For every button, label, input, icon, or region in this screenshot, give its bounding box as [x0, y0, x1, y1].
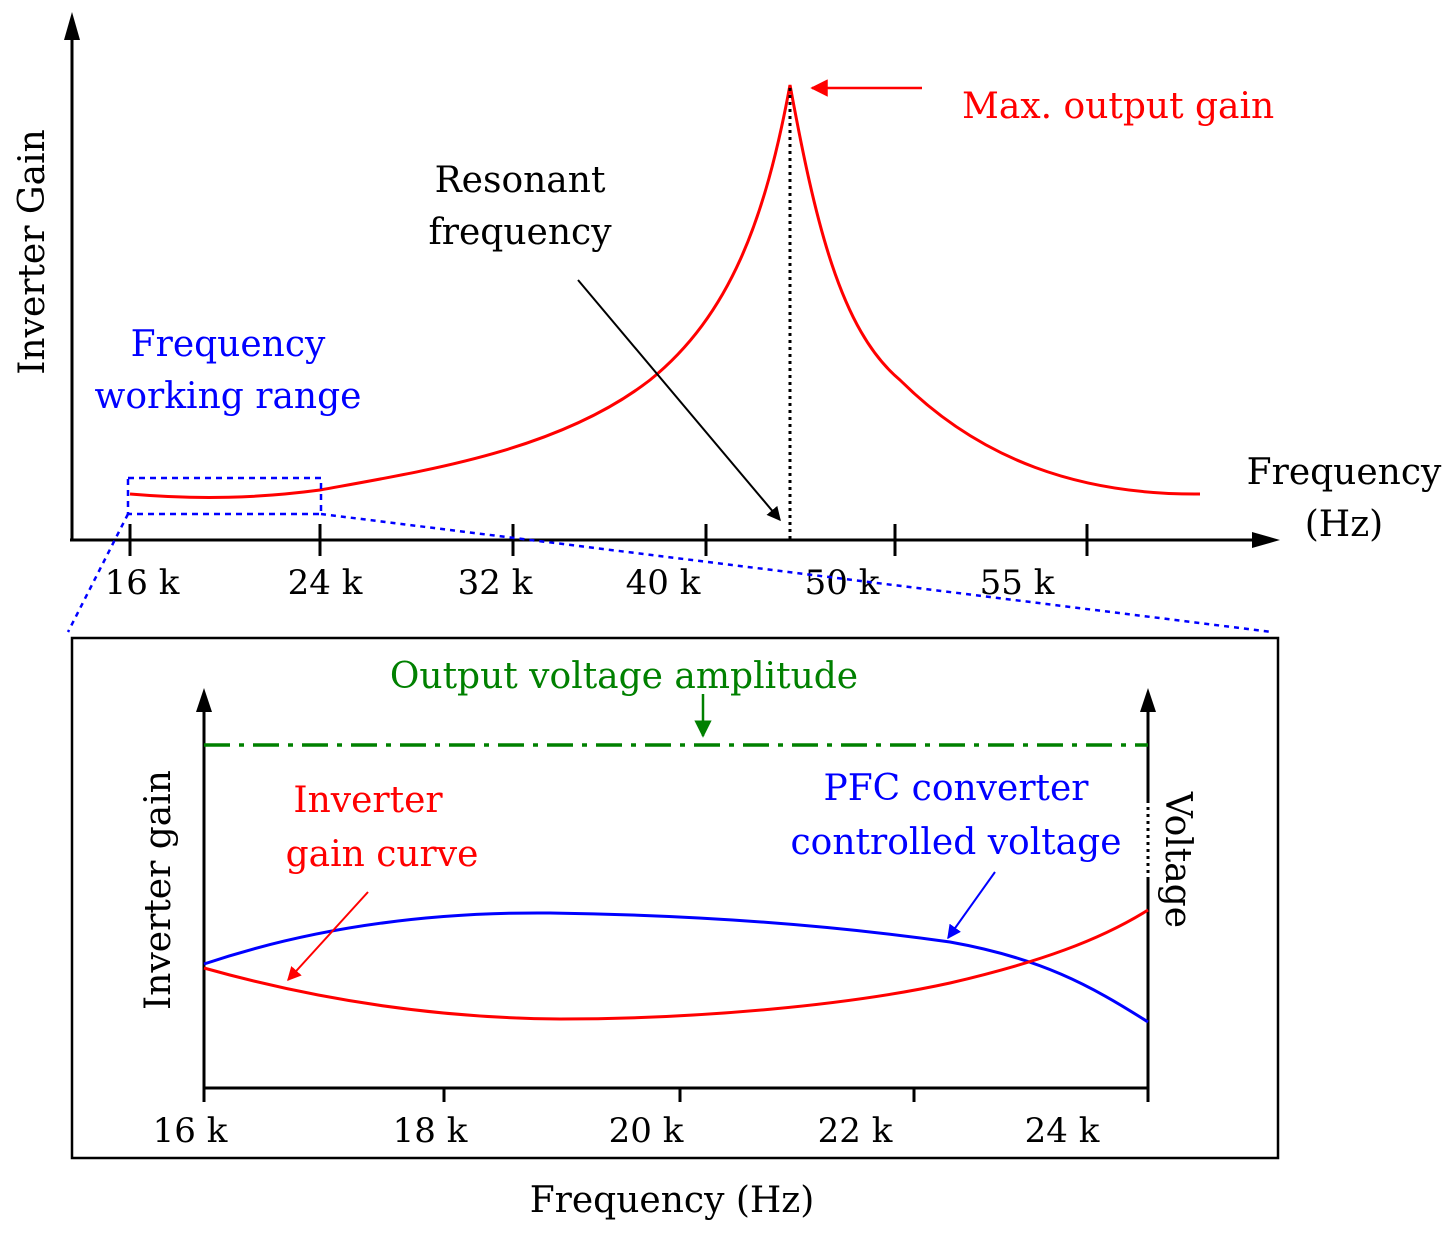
bottom-x-axis-label: Frequency (Hz)	[530, 1180, 815, 1221]
inverter-gain-curve-label-line1: Inverter	[293, 780, 443, 821]
working-range-label-line2: working range	[95, 376, 362, 417]
top-y-axis-arrowhead	[64, 12, 80, 40]
bottom-left-y-label: Inverter gain	[138, 770, 179, 1010]
resonant-frequency-label-line2: frequency	[428, 212, 612, 253]
inverter-gain-curve-label-line2: gain curve	[286, 834, 479, 875]
max-output-gain-label: Max. output gain	[962, 86, 1274, 127]
bottom-x-tick-label: 18 k	[393, 1111, 468, 1151]
bottom-right-y-arrowhead	[1140, 688, 1156, 712]
top-x-tick-label: 40 k	[626, 563, 701, 603]
frequency-working-range-box	[126, 476, 323, 516]
pfc-controlled-voltage-curve	[203, 911, 1149, 1024]
top-x-tick-marks	[128, 524, 1089, 556]
bottom-x-tick-label: 22 k	[818, 1111, 893, 1151]
inverter-gain-zoom-curve	[203, 908, 1149, 1021]
bottom-chart: 16 k 18 k 20 k 22 k 24 k Inverter gain V…	[70, 636, 1280, 1221]
pfc-voltage-label-line1: PFC converter	[823, 768, 1089, 809]
inverter-gain-resonance-curve	[129, 84, 1201, 499]
top-x-axis-arrowhead	[1252, 532, 1280, 548]
bottom-x-tick-label: 24 k	[1025, 1111, 1100, 1151]
working-range-label-line1: Frequency	[131, 324, 326, 365]
bottom-x-tick-marks	[202, 1088, 916, 1102]
zoom-panel-frame	[70, 636, 1280, 1160]
zoom-connector-left	[66, 513, 130, 633]
inverter-gain-curve-arrow	[287, 891, 369, 982]
top-x-tick-label: 32 k	[458, 563, 533, 603]
top-x-axis-label-line2: (Hz)	[1305, 504, 1383, 545]
bottom-left-y-arrowhead	[196, 688, 212, 712]
bottom-x-tick-label: 20 k	[609, 1111, 684, 1151]
top-y-axis-label: Inverter Gain	[12, 129, 53, 375]
top-x-tick-label: 55 k	[980, 563, 1055, 603]
pfc-voltage-label-line2: controlled voltage	[791, 822, 1122, 863]
top-x-axis-label-line1: Frequency	[1247, 452, 1442, 493]
top-x-tick-label: 24 k	[288, 563, 363, 603]
resonant-frequency-label-line1: Resonant	[435, 160, 606, 201]
top-chart: 16 k 24 k 32 k 40 k 50 k 55 k Inverter G…	[12, 12, 1442, 603]
pfc-voltage-arrow	[947, 871, 996, 940]
bottom-right-y-label: Voltage	[1157, 791, 1198, 928]
resonant-frequency-arrow	[577, 279, 781, 522]
bottom-x-tick-label: 16 k	[153, 1111, 228, 1151]
output-voltage-amplitude-label: Output voltage amplitude	[390, 656, 858, 697]
top-x-tick-label: 16 k	[105, 563, 180, 603]
